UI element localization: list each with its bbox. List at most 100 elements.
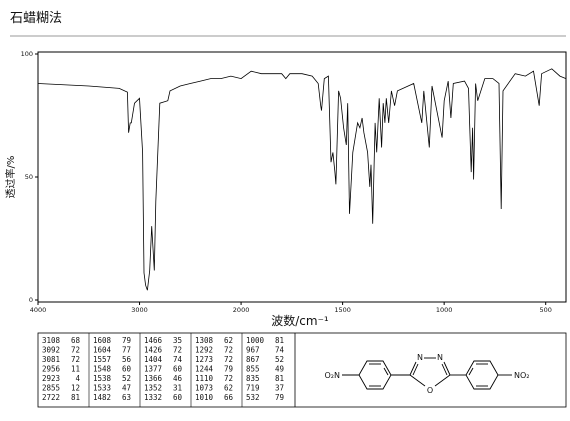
title: 石蜡糊法 [10,10,62,26]
table-wavenumber: 1608 [93,336,112,345]
table-wavenumber: 1604 [93,346,112,355]
table-transmittance: 72 [224,355,233,364]
table-transmittance: 37 [275,384,284,393]
x-tick-label: 1500 [334,306,351,314]
table-transmittance: 62 [224,336,233,345]
table-wavenumber: 1273 [195,355,213,364]
table-wavenumber: 1000 [246,336,265,345]
table-wavenumber: 1332 [144,393,162,402]
bond [443,361,451,376]
x-tick-label: 2000 [233,306,250,314]
table-wavenumber: 1308 [195,336,214,345]
table-transmittance: 60 [173,393,183,402]
y-tick-label: 50 [25,173,33,181]
table-transmittance: 63 [122,393,131,402]
atom-n: N [437,353,443,362]
table-wavenumber: 1482 [93,393,111,402]
table-transmittance: 72 [224,374,233,383]
table-transmittance: 56 [122,355,132,364]
table-transmittance: 81 [275,336,284,345]
table-wavenumber: 1073 [195,384,213,393]
table-wavenumber: 835 [246,374,260,383]
table-transmittance: 79 [275,393,284,402]
x-tick-label: 500 [539,306,551,314]
table-transmittance: 35 [173,336,182,345]
atom-o: O [427,386,433,395]
y-tick-label: 0 [29,296,33,304]
y-tick-label: 100 [21,50,33,58]
x-axis-label: 波数/cm⁻¹ [271,313,329,328]
table-wavenumber: 3092 [42,346,60,355]
table-wavenumber: 2722 [42,393,60,402]
table-transmittance: 12 [71,384,80,393]
bond [383,367,389,376]
table-transmittance: 4 [75,374,80,383]
table-wavenumber: 1538 [93,374,112,383]
benzene-left [358,360,392,390]
table-wavenumber: 1426 [144,346,163,355]
table-frame [37,332,567,408]
table-wavenumber: 967 [246,346,260,355]
table-wavenumber: 2923 [42,374,60,383]
table-wavenumber: 1377 [144,365,162,374]
y-axis-label: 透过率/% [4,156,17,199]
benzene-right [465,360,499,390]
bond [412,363,419,376]
atom-n: N [417,353,423,362]
structure [342,357,512,390]
table-wavenumber: 1533 [93,384,111,393]
x-tick-label: 3000 [131,306,148,314]
table-wavenumber: 532 [246,393,260,402]
table-wavenumber: 1557 [93,355,111,364]
nitro-left: O₂N [325,371,341,380]
table-transmittance: 11 [71,365,80,374]
table-transmittance: 72 [71,355,80,364]
table-wavenumber: 1366 [144,374,163,383]
bond [441,363,448,376]
plot-frame [37,51,567,303]
table-wavenumber: 1110 [195,374,214,383]
table-transmittance: 79 [224,365,233,374]
table-transmittance: 77 [122,346,131,355]
table-wavenumber: 3108 [42,336,61,345]
bond [434,374,451,387]
table-transmittance: 74 [173,355,183,364]
table-transmittance: 74 [275,346,285,355]
bond [409,361,417,376]
table-wavenumber: 719 [246,384,260,393]
table-wavenumber: 2956 [42,365,61,374]
table-wavenumber: 855 [246,365,260,374]
table-transmittance: 68 [71,336,81,345]
table-wavenumber: 1010 [195,393,214,402]
table-wavenumber: 867 [246,355,260,364]
table-wavenumber: 1352 [144,384,162,393]
table-wavenumber: 3081 [42,355,60,364]
bond [468,367,474,376]
table-transmittance: 46 [173,374,183,383]
table-transmittance: 81 [71,393,80,402]
x-tick-label: 1000 [436,306,453,314]
table-transmittance: 72 [173,346,182,355]
table-transmittance: 60 [173,365,183,374]
spectrum [37,68,567,291]
bond [409,374,426,387]
table-wavenumber: 1466 [144,336,163,345]
table-transmittance: 79 [122,336,131,345]
table-transmittance: 72 [71,346,80,355]
table-transmittance: 62 [224,384,233,393]
table-transmittance: 72 [224,346,233,355]
table-wavenumber: 1292 [195,346,213,355]
table-wavenumber: 2855 [42,384,60,393]
x-tick-label: 4000 [30,306,47,314]
table-transmittance: 31 [173,384,182,393]
table-transmittance: 60 [122,365,132,374]
nitro-right: NO₂ [514,371,530,380]
table-wavenumber: 1244 [195,365,214,374]
table-wavenumber: 1548 [93,365,112,374]
table-transmittance: 81 [275,374,284,383]
table-transmittance: 52 [275,355,284,364]
table-transmittance: 49 [275,365,284,374]
table-transmittance: 52 [122,374,131,383]
